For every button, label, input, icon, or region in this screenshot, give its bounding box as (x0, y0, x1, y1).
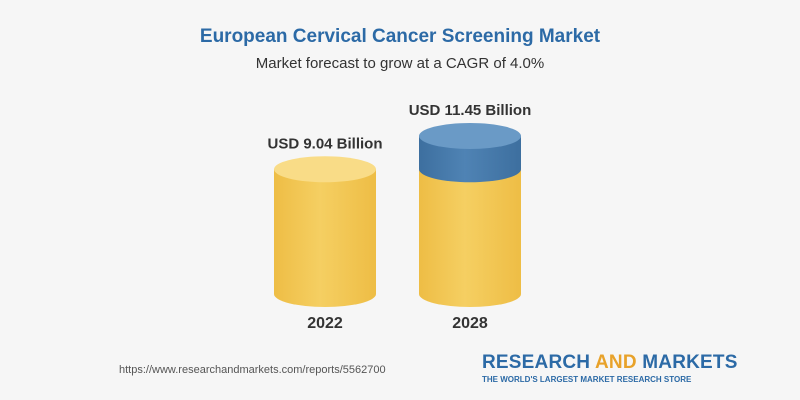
bar-body-2022 (274, 169, 376, 307)
category-label-2022: 2022 (307, 315, 343, 332)
bar-growth-segment-2028 (419, 136, 521, 183)
data-label-2022: USD 9.04 Billion (267, 135, 382, 152)
brand-logo: RESEARCH AND MARKETS THE WORLD'S LARGEST… (482, 352, 738, 384)
chart-subtitle: Market forecast to grow at a CAGR of 4.0… (255, 55, 545, 72)
brand-name: RESEARCH AND MARKETS (482, 352, 738, 373)
category-label-2028: 2028 (452, 315, 488, 332)
bar-top-2028 (419, 123, 521, 149)
data-label-2028: USD 11.45 Billion (409, 102, 532, 119)
brand-tagline: THE WORLD'S LARGEST MARKET RESEARCH STOR… (482, 375, 692, 384)
chart-title: European Cervical Cancer Screening Marke… (199, 26, 601, 47)
bar-body-2028 (419, 169, 521, 307)
source-url[interactable]: https://www.researchandmarkets.com/repor… (119, 364, 386, 376)
bar-top-2022 (274, 156, 376, 183)
